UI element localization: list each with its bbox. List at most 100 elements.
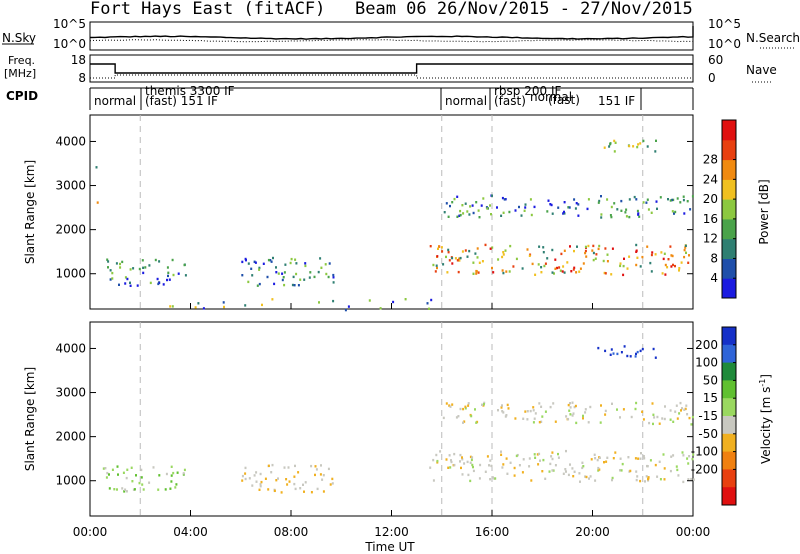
heatmap-cell <box>691 195 694 198</box>
heatmap-cell <box>682 195 685 198</box>
heatmap-cell <box>111 277 114 280</box>
heatmap-cell <box>295 272 298 276</box>
heatmap-cell <box>663 467 666 470</box>
heatmap-cell <box>554 464 557 467</box>
heatmap-cell <box>669 409 672 412</box>
heatmap-cell <box>158 260 161 263</box>
heatmap-cell <box>674 264 676 268</box>
heatmap-cell <box>522 458 525 461</box>
power-colorbar-label: Power [dB] <box>757 179 771 244</box>
colorbar-tick-label: 24 <box>703 172 718 186</box>
heatmap-cell <box>567 417 570 421</box>
heatmap-cell <box>563 249 566 252</box>
heatmap-cell <box>651 251 654 254</box>
heatmap-cell <box>664 263 667 267</box>
heatmap-cell <box>501 466 504 469</box>
heatmap-cell <box>322 474 325 477</box>
heatmap-cell <box>500 450 502 453</box>
heatmap-cell <box>539 459 541 462</box>
heatmap-cell <box>467 402 470 405</box>
heatmap-cell <box>551 469 554 472</box>
heatmap-cell <box>435 264 438 267</box>
heatmap-cell <box>569 402 571 405</box>
heatmap-cell <box>588 477 590 480</box>
heatmap-cell <box>635 198 638 201</box>
heatmap-cell <box>489 204 491 207</box>
ytick-label: 3000 <box>55 179 86 193</box>
heatmap-cell <box>447 466 450 469</box>
heatmap-cell <box>582 465 585 468</box>
heatmap-cell <box>558 266 561 269</box>
heatmap-cell <box>626 267 629 270</box>
nave-label: Nave <box>746 63 777 77</box>
velocity-frame <box>89 321 694 517</box>
heatmap-cell <box>574 404 577 408</box>
heatmap-cell <box>241 260 244 264</box>
heatmap-cell <box>599 421 602 424</box>
heatmap-cell <box>550 203 553 207</box>
heatmap-cell <box>549 405 552 409</box>
heatmap-cell <box>635 478 638 482</box>
heatmap-cell <box>677 474 680 477</box>
heatmap-cell <box>436 459 439 463</box>
heatmap-cell <box>303 490 305 493</box>
heatmap-cell <box>670 455 673 458</box>
heatmap-cell <box>508 270 511 273</box>
heatmap-cell <box>637 457 640 460</box>
freq-unit-label: [MHz] <box>4 67 36 80</box>
heatmap-cell <box>575 271 578 274</box>
heatmap-cell <box>611 247 614 250</box>
colorbar-swatch <box>722 218 736 240</box>
heatmap-cell <box>456 215 459 218</box>
heatmap-cell <box>678 267 681 270</box>
heatmap-cell <box>287 466 290 469</box>
heatmap-cell <box>260 480 263 484</box>
ytick-label: 2000 <box>55 430 86 444</box>
freq-tick-top: 18 <box>71 53 86 67</box>
velocity-colorbar-label: Velocity [m s-1] <box>758 374 773 464</box>
nave-series <box>90 74 693 79</box>
nsky-panel: N.Sky 10^5 10^0 10^5 10^0 N.Search <box>2 17 800 51</box>
heatmap-cell <box>285 478 288 481</box>
heatmap-cell <box>449 466 452 469</box>
heatmap-cell <box>107 260 110 263</box>
heatmap-cell <box>531 262 534 266</box>
heatmap-cell <box>152 466 155 469</box>
heatmap-cell <box>475 421 478 424</box>
heatmap-cell <box>490 464 493 468</box>
heatmap-cell <box>598 468 601 471</box>
heatmap-cell <box>441 250 444 253</box>
heatmap-cell <box>562 472 565 475</box>
heatmap-cell <box>241 474 244 478</box>
heatmap-cell <box>113 488 116 491</box>
heatmap-cell <box>553 272 555 275</box>
heatmap-cell <box>534 273 537 276</box>
heatmap-cell <box>554 420 557 423</box>
heatmap-cell <box>494 477 497 480</box>
heatmap-cell <box>169 305 172 308</box>
heatmap-cell <box>470 458 473 462</box>
heatmap-cell <box>544 410 547 413</box>
heatmap-cell <box>506 403 509 407</box>
heatmap-cell <box>530 213 533 217</box>
heatmap-cell <box>294 464 296 468</box>
heatmap-cell <box>314 465 317 468</box>
heatmap-cell <box>458 259 461 262</box>
heatmap-cell <box>491 266 493 270</box>
heatmap-cell <box>532 421 535 424</box>
heatmap-cell <box>551 212 554 215</box>
heatmap-cell <box>324 263 327 266</box>
heatmap-cell <box>294 487 297 491</box>
heatmap-cell <box>461 204 464 207</box>
heatmap-cell <box>172 273 175 277</box>
heatmap-cell <box>502 463 505 466</box>
heatmap-cell <box>501 410 504 413</box>
heatmap-cell <box>289 261 292 265</box>
heatmap-cell <box>577 203 580 206</box>
heatmap-cell <box>158 474 161 477</box>
heatmap-cell <box>451 201 454 204</box>
heatmap-cell <box>688 416 691 420</box>
heatmap-cell <box>459 460 461 463</box>
heatmap-cell <box>138 267 141 271</box>
heatmap-cell <box>261 303 263 307</box>
